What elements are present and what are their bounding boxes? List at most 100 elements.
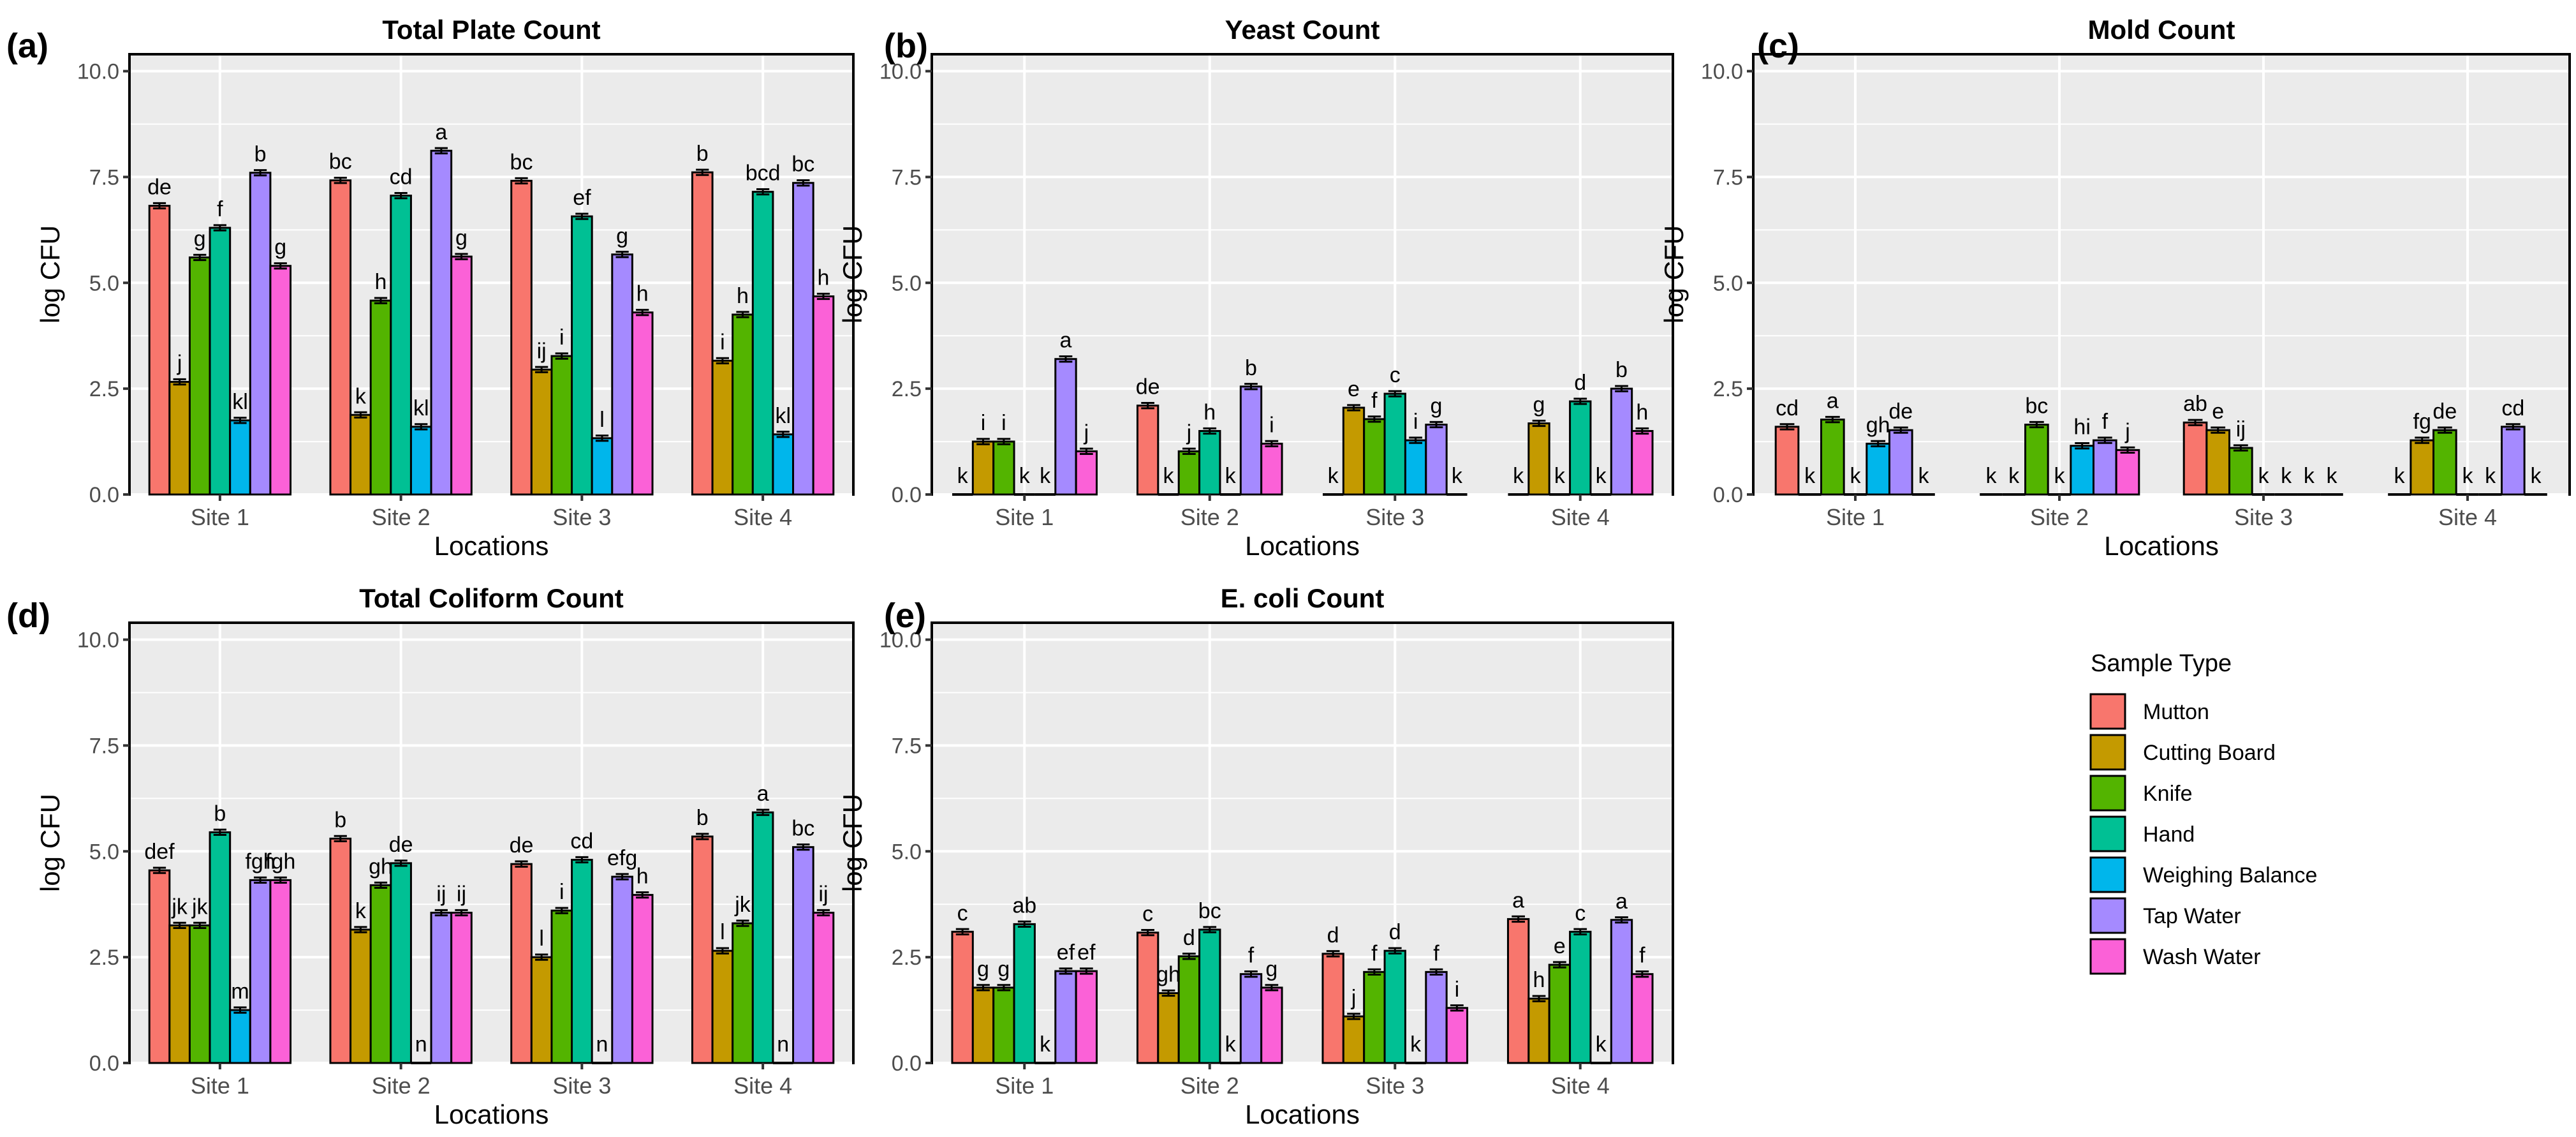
bar: [691, 171, 714, 496]
bar: [530, 368, 553, 496]
significance-letter: k: [355, 899, 367, 923]
significance-letter: n: [596, 1032, 608, 1057]
bar: [369, 299, 392, 496]
significance-letter: jk: [191, 895, 209, 919]
significance-letter: j: [1351, 986, 1357, 1010]
x-tick-label: Site 4: [1551, 504, 1610, 530]
significance-letter: k: [957, 464, 969, 488]
bar: [1610, 919, 1633, 1064]
significance-letter: k: [2394, 464, 2406, 488]
bar: [430, 911, 453, 1064]
panel-title: Total Plate Count: [382, 15, 600, 45]
bar: [350, 928, 372, 1064]
x-tick-label: Site 2: [1181, 1073, 1239, 1099]
panel-tag: (a): [6, 27, 48, 65]
significance-letter: i: [1269, 413, 1274, 437]
significance-letter: kl: [232, 390, 248, 414]
significance-letter: b: [1616, 358, 1628, 382]
significance-letter: h: [637, 282, 649, 306]
significance-letter: i: [1001, 411, 1006, 435]
panel-tag: (b): [884, 27, 928, 65]
bar: [269, 879, 292, 1064]
bar: [1425, 970, 1448, 1064]
bar: [571, 859, 593, 1064]
significance-letter: f: [217, 197, 223, 221]
bar: [350, 413, 372, 496]
bar: [1013, 923, 1036, 1064]
x-tick-label: Site 2: [2030, 504, 2089, 530]
significance-letter: b: [696, 806, 709, 830]
x-tick-label: Site 3: [552, 1073, 611, 1099]
significance-letter: k: [2326, 464, 2337, 488]
y-tick-label: 10.0: [1701, 60, 1743, 84]
significance-letter: a: [1060, 329, 1072, 353]
significance-letter: f: [1371, 941, 1378, 965]
significance-letter: k: [1040, 464, 1051, 488]
significance-letter: gh: [369, 854, 393, 879]
bar: [2410, 439, 2435, 496]
y-tick-label: 2.5: [1713, 377, 1743, 401]
significance-letter: fgh: [265, 849, 295, 873]
bar: [2228, 447, 2253, 496]
x-tick-label: Site 2: [1181, 504, 1239, 530]
bar: [711, 949, 734, 1064]
bar: [2500, 426, 2526, 496]
significance-letter: def: [144, 840, 175, 864]
bar: [1136, 932, 1159, 1064]
y-tick-label: 7.5: [89, 734, 119, 758]
bar: [1569, 400, 1592, 496]
x-tick-label: Site 2: [372, 1073, 431, 1099]
significance-letter: h: [1533, 968, 1545, 992]
significance-letter: k: [2008, 464, 2020, 488]
bar: [2182, 421, 2208, 496]
bar: [1383, 392, 1406, 496]
bar: [751, 191, 774, 496]
significance-letter: k: [1019, 464, 1031, 488]
bar: [751, 811, 774, 1064]
bar: [1820, 419, 1845, 496]
panel-title: E. coli Count: [1221, 583, 1385, 613]
bar: [1774, 426, 1800, 496]
x-axis-title: Locations: [2104, 531, 2219, 561]
y-tick-label: 0.0: [892, 483, 922, 507]
bar: [188, 256, 211, 496]
significance-letter: cd: [390, 165, 413, 190]
bar: [812, 911, 835, 1064]
bar: [631, 894, 654, 1064]
y-axis-title: log CFU: [837, 225, 867, 323]
x-tick-label: Site 4: [2438, 504, 2497, 530]
significance-letter: hi: [2073, 415, 2090, 440]
bar: [971, 440, 995, 496]
x-tick-label: Site 1: [191, 504, 249, 530]
significance-letter: cd: [1776, 396, 1799, 420]
x-axis-title: Locations: [434, 1099, 549, 1129]
x-tick-label: Site 2: [372, 504, 431, 530]
bar: [229, 419, 251, 496]
bar: [1425, 424, 1448, 496]
significance-letter: l: [720, 920, 725, 944]
significance-letter: kl: [775, 404, 791, 428]
bar: [1866, 442, 1890, 496]
significance-letter: g: [1533, 393, 1545, 417]
significance-letter: bcd: [746, 161, 781, 186]
bar: [148, 205, 171, 496]
bar: [1569, 930, 1592, 1064]
bar: [1321, 953, 1344, 1064]
significance-letter: d: [1183, 926, 1195, 950]
x-tick-label: Site 1: [995, 504, 1054, 530]
legend-swatch: [2089, 856, 2126, 893]
y-tick-label: 10.0: [880, 628, 922, 653]
y-axis-title: log CFU: [837, 794, 867, 892]
bar: [1527, 997, 1550, 1064]
bar: [1445, 1007, 1469, 1064]
significance-letter: de: [147, 175, 172, 200]
significance-letter: b: [334, 808, 346, 832]
bar: [792, 182, 814, 496]
y-tick-label: 5.0: [892, 271, 922, 295]
bar: [2432, 429, 2457, 496]
significance-letter: h: [1203, 400, 1216, 424]
significance-letter: k: [2462, 464, 2474, 488]
bar: [1363, 970, 1386, 1064]
